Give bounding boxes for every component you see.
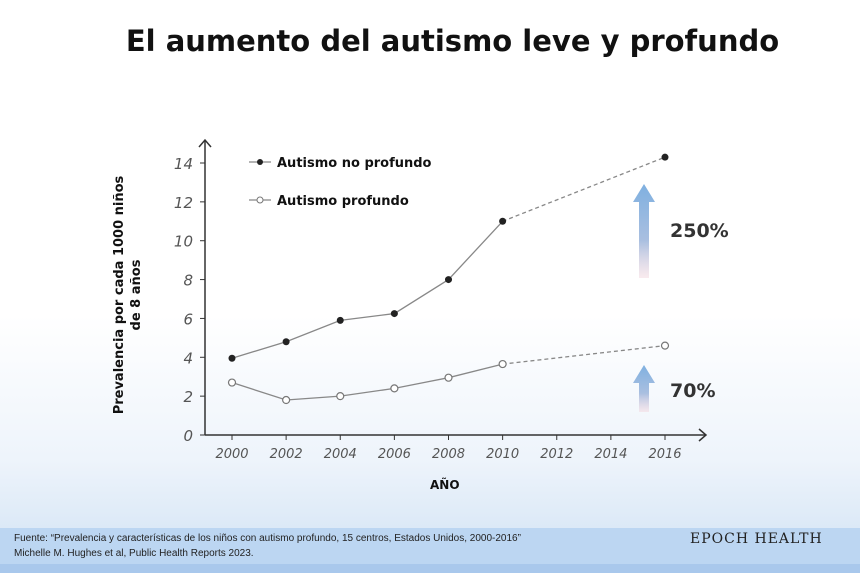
data-point bbox=[390, 384, 399, 393]
x-tick-label: 2010 bbox=[486, 447, 519, 462]
data-point bbox=[390, 310, 398, 318]
series-line-0 bbox=[231, 220, 504, 359]
legend-label: Autismo no profundo bbox=[277, 156, 432, 171]
growth-arrow-70-shape bbox=[633, 365, 655, 412]
growth-arrow-70 bbox=[633, 365, 655, 412]
brand-logo: EPOCH HEALTH bbox=[690, 531, 823, 547]
y-tick-label: 14 bbox=[174, 155, 193, 173]
growth-arrow-250 bbox=[633, 184, 655, 278]
growth-arrow-250-shape bbox=[633, 184, 655, 278]
source-citation: Fuente: “Prevalencia y características d… bbox=[14, 531, 521, 561]
source-line-1: Fuente: “Prevalencia y características d… bbox=[14, 533, 521, 544]
y-tick-label: 10 bbox=[174, 233, 193, 251]
x-axis-label: AÑO bbox=[430, 478, 460, 492]
bottom-band bbox=[0, 564, 860, 573]
y-tick-label: 8 bbox=[183, 272, 193, 290]
annotation-250: 250% bbox=[670, 220, 729, 242]
legend-marker bbox=[257, 159, 263, 165]
series-dashed-line-1 bbox=[502, 344, 666, 365]
y-tick-label: 0 bbox=[183, 427, 193, 445]
series-line-1 bbox=[231, 363, 503, 401]
data-point bbox=[227, 378, 237, 387]
y-tick-label: 6 bbox=[183, 310, 193, 328]
x-tick-label: 2002 bbox=[270, 447, 303, 462]
data-point bbox=[498, 359, 507, 369]
data-point bbox=[445, 276, 452, 284]
chart-title: El aumento del autismo leve y profundo bbox=[125, 24, 780, 58]
x-tick-label: 2000 bbox=[215, 447, 248, 462]
y-tick-label: 2 bbox=[183, 388, 193, 406]
footer-band bbox=[0, 528, 860, 564]
x-axis-arrow bbox=[698, 428, 708, 442]
x-tick-label: 2006 bbox=[378, 447, 411, 462]
x-tick-label: 2004 bbox=[324, 447, 357, 462]
series-dashed-line-0 bbox=[502, 156, 666, 222]
data-point bbox=[661, 153, 669, 161]
y-tick-label: 4 bbox=[183, 349, 193, 367]
data-point bbox=[499, 217, 507, 225]
data-point bbox=[282, 338, 290, 346]
x-tick-label: 2008 bbox=[432, 447, 465, 462]
x-tick-label: 2016 bbox=[648, 447, 681, 462]
x-tick-label: 2012 bbox=[540, 447, 573, 462]
legend-label: Autismo profundo bbox=[277, 194, 409, 209]
annotation-70: 70% bbox=[670, 380, 715, 402]
data-point bbox=[336, 392, 345, 401]
source-line-2: Michelle M. Hughes et al, Public Health … bbox=[14, 548, 254, 559]
data-point bbox=[228, 354, 236, 362]
legend-marker bbox=[256, 196, 264, 204]
x-tick-label: 2014 bbox=[594, 447, 627, 462]
data-point bbox=[660, 341, 670, 350]
y-tick-label: 12 bbox=[174, 194, 193, 212]
data-point bbox=[336, 316, 344, 324]
data-point bbox=[444, 373, 453, 382]
y-axis-arrow bbox=[198, 138, 212, 148]
data-point bbox=[282, 395, 291, 405]
